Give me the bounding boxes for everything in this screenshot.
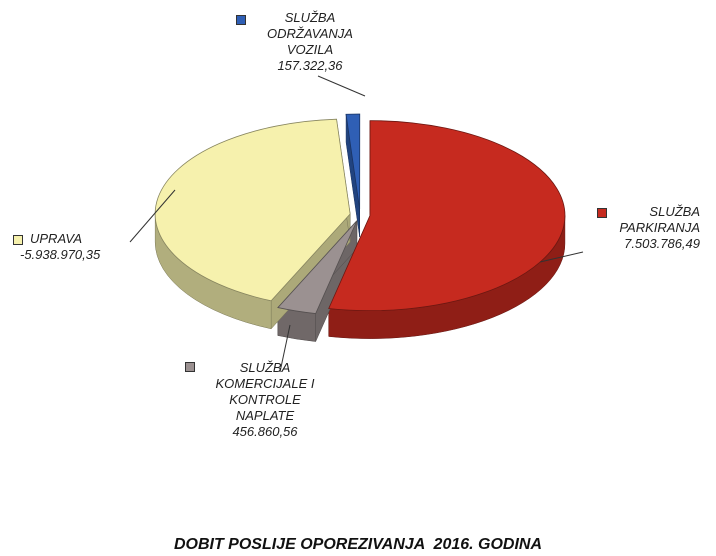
leader-line bbox=[129, 189, 176, 243]
value-label: 157.322,36 bbox=[277, 58, 343, 73]
leader-line bbox=[539, 251, 584, 263]
value-label: 7.503.786,49 bbox=[624, 236, 700, 251]
chart-title: DOBIT POSLIJE OPOREZIVANJA 2016. GODINA bbox=[173, 536, 543, 553]
slice-label: SLUŽBA PARKIRANJA bbox=[619, 204, 700, 235]
slice-label: UPRAVA bbox=[30, 231, 83, 246]
slice bbox=[345, 113, 361, 210]
value-label: 456.860,56 bbox=[232, 424, 298, 439]
slice-label: SLUŽBA ODRŽAVANJA VOZILA bbox=[267, 10, 353, 57]
slice bbox=[277, 220, 358, 314]
legend-swatch bbox=[597, 208, 607, 218]
leader-line bbox=[279, 324, 291, 373]
legend-swatch bbox=[13, 235, 23, 245]
slice bbox=[154, 118, 351, 302]
slice bbox=[328, 120, 566, 312]
leader-line bbox=[317, 75, 366, 97]
slice-label: SLUŽBA KOMERCIJALE I KONTROLE NAPLATE bbox=[215, 360, 315, 423]
legend-swatch bbox=[185, 362, 195, 372]
value-label: -5.938.970,35 bbox=[20, 247, 101, 262]
legend-swatch bbox=[236, 15, 246, 25]
